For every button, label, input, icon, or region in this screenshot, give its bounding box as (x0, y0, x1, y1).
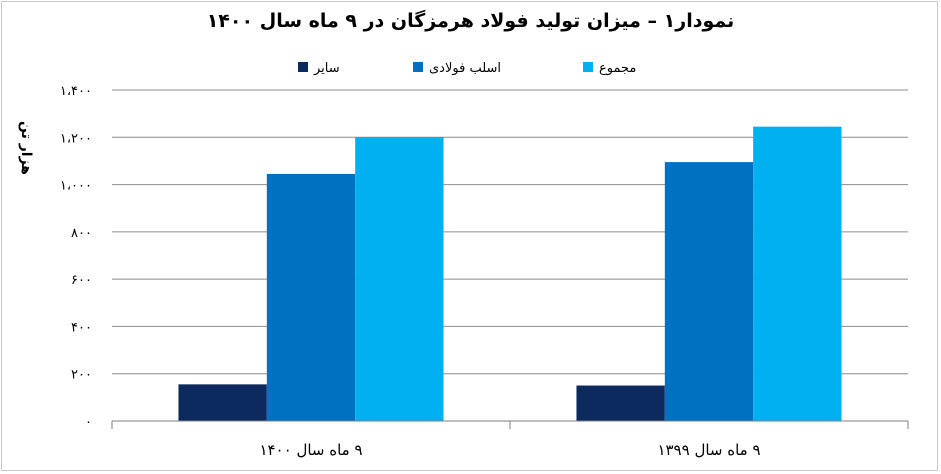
y-axis-label: هزار تن (18, 121, 34, 175)
y-tick-label: ۰ (85, 415, 92, 430)
y-tick-label: ۶۰۰ (71, 273, 92, 288)
legend-label: سایر (313, 61, 340, 76)
legend-label: مجموع (599, 61, 636, 76)
legend-swatch (298, 62, 308, 72)
bar (576, 385, 665, 421)
bar (753, 126, 842, 422)
legend: سایر اسلب فولادی مجموع (298, 61, 636, 76)
bar (664, 162, 754, 421)
chart-title: نمودار۱ – میزان تولید فولاد هرمزگان در ۹… (206, 10, 735, 32)
y-axis-ticks: ۰ ۲۰۰ ۴۰۰ ۶۰۰ ۸۰۰ ۱،۰۰۰ ۱،۲۰۰ ۱،۴۰۰ (60, 84, 92, 430)
x-tick-label: ۹ ماه سال ۱۴۰۰ (259, 441, 362, 459)
bars (178, 126, 842, 422)
y-tick-label: ۱،۴۰۰ (60, 84, 92, 99)
x-axis: ۹ ماه سال ۱۴۰۰ ۹ ماه سال ۱۳۹۹ (111, 420, 909, 459)
bar (266, 173, 356, 421)
y-tick-label: ۴۰۰ (71, 320, 92, 335)
bar (355, 137, 444, 422)
x-tick-label: ۹ ماه سال ۱۳۹۹ (657, 441, 760, 459)
y-tick-label: ۸۰۰ (71, 226, 92, 241)
legend-label: اسلب فولادی (429, 61, 501, 76)
y-tick-label: ۱،۰۰۰ (60, 179, 92, 194)
bar (178, 384, 267, 421)
y-tick-label: ۱،۲۰۰ (60, 131, 92, 146)
legend-swatch (583, 62, 593, 72)
y-tick-label: ۲۰۰ (71, 368, 92, 383)
legend-swatch (413, 62, 423, 72)
